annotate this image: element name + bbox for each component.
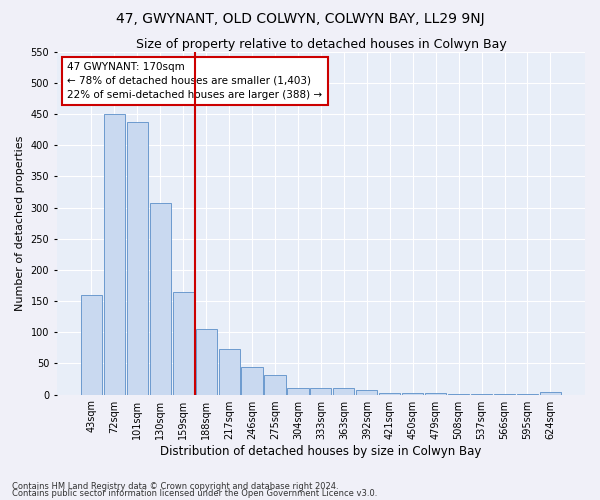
Y-axis label: Number of detached properties: Number of detached properties	[15, 136, 25, 311]
Bar	[196, 329, 217, 394]
Bar	[379, 392, 400, 394]
Bar	[173, 292, 194, 395]
Bar	[149, 203, 171, 394]
Bar	[218, 349, 239, 395]
Title: Size of property relative to detached houses in Colwyn Bay: Size of property relative to detached ho…	[136, 38, 506, 51]
Text: Contains HM Land Registry data © Crown copyright and database right 2024.: Contains HM Land Registry data © Crown c…	[12, 482, 338, 491]
Bar	[287, 388, 308, 394]
X-axis label: Distribution of detached houses by size in Colwyn Bay: Distribution of detached houses by size …	[160, 444, 482, 458]
Text: 47 GWYNANT: 170sqm
← 78% of detached houses are smaller (1,403)
22% of semi-deta: 47 GWYNANT: 170sqm ← 78% of detached hou…	[67, 62, 323, 100]
Text: 47, GWYNANT, OLD COLWYN, COLWYN BAY, LL29 9NJ: 47, GWYNANT, OLD COLWYN, COLWYN BAY, LL2…	[116, 12, 484, 26]
Bar	[334, 388, 355, 394]
Bar	[81, 295, 102, 394]
Text: Contains public sector information licensed under the Open Government Licence v3: Contains public sector information licen…	[12, 490, 377, 498]
Bar	[356, 390, 377, 394]
Bar	[241, 366, 263, 394]
Bar	[310, 388, 331, 394]
Bar	[540, 392, 561, 394]
Bar	[402, 392, 423, 394]
Bar	[127, 122, 148, 394]
Bar	[104, 114, 125, 394]
Bar	[265, 374, 286, 394]
